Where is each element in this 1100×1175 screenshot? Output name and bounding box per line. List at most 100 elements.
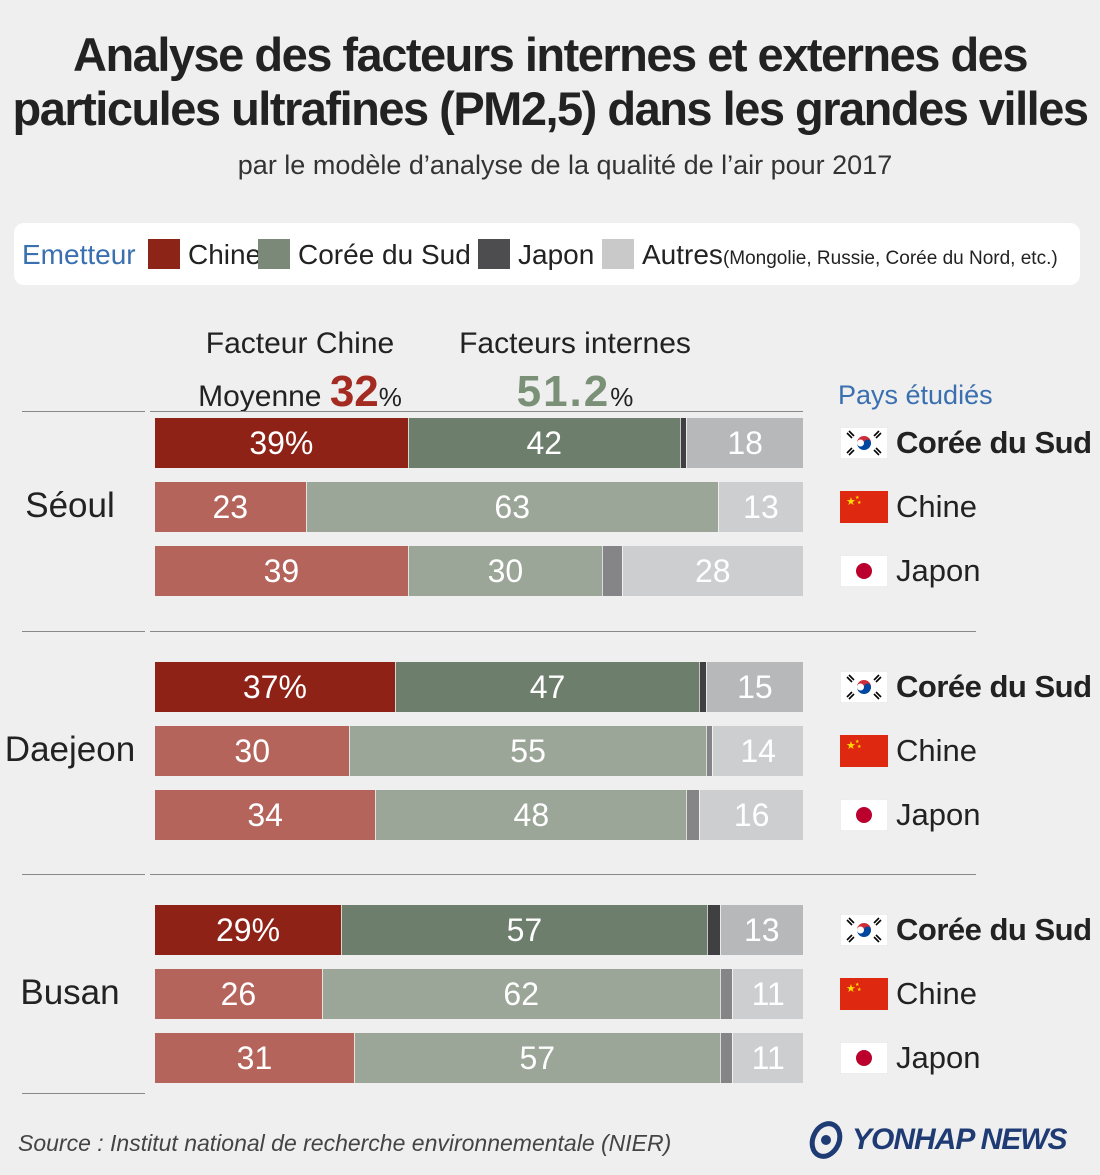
legend-label-japon: Japon xyxy=(518,239,595,270)
data-label: 29% xyxy=(216,911,281,948)
legend-swatch-japon xyxy=(478,239,510,269)
data-label: 34 xyxy=(247,796,283,833)
data-label: 37% xyxy=(242,668,307,705)
data-label: 30 xyxy=(234,732,270,769)
header-internal-factors: Facteurs internes 51.2% xyxy=(440,320,710,421)
bar-segment-chine: 30 xyxy=(155,726,350,776)
svg-text:★: ★ xyxy=(846,982,856,995)
data-label: 15 xyxy=(737,668,773,705)
legend-swatch-autres xyxy=(602,239,634,269)
header-china-factor: Facteur Chine Moyenne 32% xyxy=(180,320,420,421)
country-name: Chine xyxy=(896,733,977,768)
bar-segment-autres: 13 xyxy=(717,482,803,532)
header-internal-line1: Facteurs internes xyxy=(459,327,691,360)
title-line-2: particules ultrafines (PM2,5) dans les g… xyxy=(12,82,1089,135)
bar-row: 30 55 14 xyxy=(155,726,803,776)
bar-segment-japon xyxy=(686,790,700,840)
country-label: Japon xyxy=(839,1033,980,1083)
japan-flag-icon xyxy=(839,554,889,588)
country-name: Corée du Sud xyxy=(896,425,1092,460)
separator-line xyxy=(22,1093,145,1094)
data-label: 16 xyxy=(733,796,770,833)
bar-row: 37% 47 15 xyxy=(155,662,803,712)
bar-row: 29% 57 13 xyxy=(155,905,803,955)
data-label: 31 xyxy=(236,1039,273,1076)
title-line-1: Analyse des facteurs internes et externe… xyxy=(73,28,1028,81)
bar-segment-autres: 13 xyxy=(719,905,803,955)
bar-segment-coree: 42 xyxy=(407,418,680,468)
source-note: Source : Institut national de recherche … xyxy=(18,1130,672,1156)
country-name: Chine xyxy=(896,976,977,1011)
country-name: Chine xyxy=(896,489,977,524)
country-label: Corée du Sud xyxy=(839,418,1092,468)
header-china-line1: Facteur Chine xyxy=(205,327,395,360)
country-label: Corée du Sud xyxy=(839,905,1092,955)
bar-segment-chine: 39 xyxy=(155,546,408,596)
svg-text:★: ★ xyxy=(846,739,856,752)
south-korea-flag-icon xyxy=(839,670,889,704)
china-flag-icon: ★ ★ ★ xyxy=(840,735,888,767)
separator-line xyxy=(22,874,145,875)
country-name: Corée du Sud xyxy=(896,669,1092,704)
data-label: 30 xyxy=(487,552,524,589)
country-label: ★ ★ ★ Chine xyxy=(840,482,977,532)
separator-line xyxy=(150,874,976,875)
separator-line xyxy=(150,411,803,412)
city-label-busan: Busan xyxy=(20,973,120,1012)
country-label: Corée du Sud xyxy=(839,662,1092,712)
bar-segment-chine: 34 xyxy=(155,790,376,840)
svg-text:★: ★ xyxy=(857,987,862,993)
svg-text:★: ★ xyxy=(857,744,862,750)
legend-swatch-coree xyxy=(258,239,290,269)
header-china-pct: % xyxy=(378,382,402,412)
bar-segment-chine: 31 xyxy=(155,1033,354,1083)
header-china-value: 32 xyxy=(329,367,379,416)
city-label-soul: Séoul xyxy=(25,486,115,525)
country-name: Japon xyxy=(896,797,981,832)
legend-title: Emetteur xyxy=(22,239,136,270)
legend-item-chine: Chine xyxy=(148,239,261,271)
japan-flag-icon xyxy=(839,798,889,832)
bar-row: 31 57 11 xyxy=(155,1033,803,1083)
data-label: 47 xyxy=(529,668,566,705)
bar-segment-autres: 14 xyxy=(712,726,803,776)
yonhap-logo-icon xyxy=(809,1121,843,1159)
bar-row: 34 48 16 xyxy=(155,790,803,840)
bar-segment-autres: 16 xyxy=(699,790,803,840)
separator-line xyxy=(22,631,145,632)
countries-studied-header: Pays étudiés xyxy=(838,380,993,410)
city-label-daejeon: Daejeon xyxy=(4,730,136,769)
data-label: 26 xyxy=(220,975,257,1012)
legend-item-coree: Corée du Sud xyxy=(258,239,471,271)
bar-segment-coree: 55 xyxy=(349,726,706,776)
svg-text:★: ★ xyxy=(855,739,860,745)
china-flag-icon: ★ ★ ★ xyxy=(840,978,888,1010)
header-china-prefix: Moyenne xyxy=(198,380,330,413)
svg-text:★: ★ xyxy=(857,500,862,506)
bar-row: 39% 42 18 xyxy=(155,418,803,468)
bar-segment-coree: 47 xyxy=(394,662,700,712)
bar-segment-japon xyxy=(706,905,720,955)
bar-segment-coree: 63 xyxy=(305,482,718,532)
bar-segment-coree: 48 xyxy=(375,790,687,840)
legend-swatch-chine xyxy=(148,239,180,269)
bar-segment-chine: 29% xyxy=(155,905,342,955)
bar-segment-japon xyxy=(679,418,687,468)
country-name: Japon xyxy=(896,553,981,588)
bar-segment-coree: 57 xyxy=(341,905,707,955)
data-label: 39 xyxy=(263,552,300,589)
south-korea-flag-icon xyxy=(839,913,889,947)
bar-segment-chine: 37% xyxy=(155,662,395,712)
bar-row: 39 30 28 xyxy=(155,546,803,596)
bar-segment-coree: 62 xyxy=(321,969,720,1019)
svg-text:★: ★ xyxy=(855,495,860,501)
south-korea-flag-icon xyxy=(839,426,889,460)
legend-note-autres: (Mongolie, Russie, Corée du Nord, etc.) xyxy=(722,248,1058,269)
separator-line xyxy=(150,631,976,632)
data-label: 28 xyxy=(694,552,731,589)
chart-subtitle: par le modèle d’analyse de la qualité de… xyxy=(237,150,893,180)
data-label: 13 xyxy=(743,911,780,948)
bar-segment-autres: 11 xyxy=(732,1033,803,1083)
country-label: ★ ★ ★ Chine xyxy=(840,726,977,776)
legend-label-chine: Chine xyxy=(188,239,262,270)
